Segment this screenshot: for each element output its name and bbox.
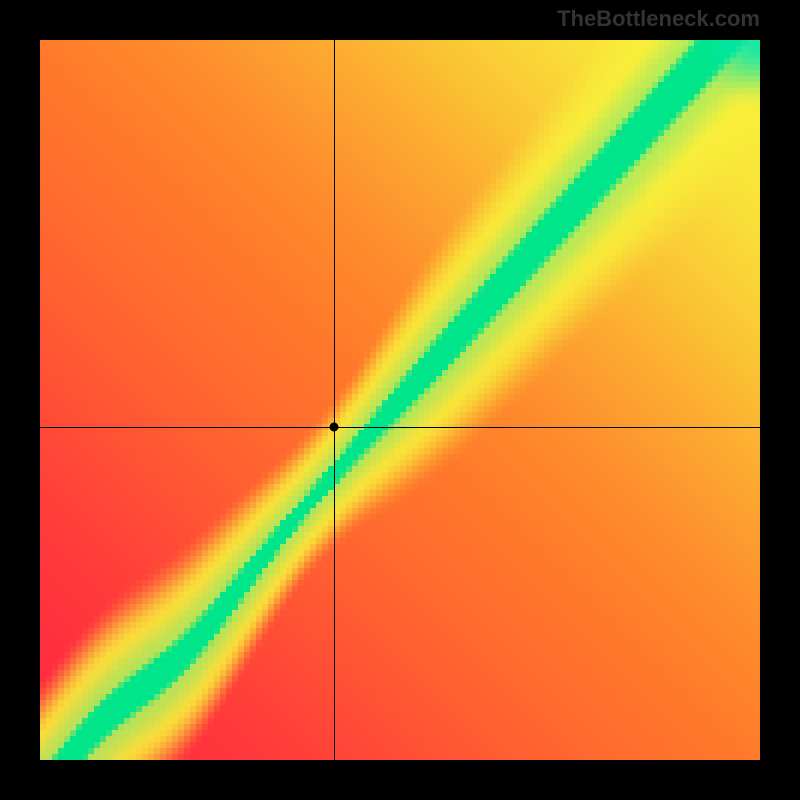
watermark-text: TheBottleneck.com <box>557 6 760 32</box>
heatmap-plot <box>40 40 760 760</box>
marker-dot <box>329 422 338 431</box>
chart-container: TheBottleneck.com <box>0 0 800 800</box>
heatmap-canvas <box>40 40 760 760</box>
crosshair-horizontal <box>40 427 760 428</box>
crosshair-vertical <box>334 40 335 760</box>
